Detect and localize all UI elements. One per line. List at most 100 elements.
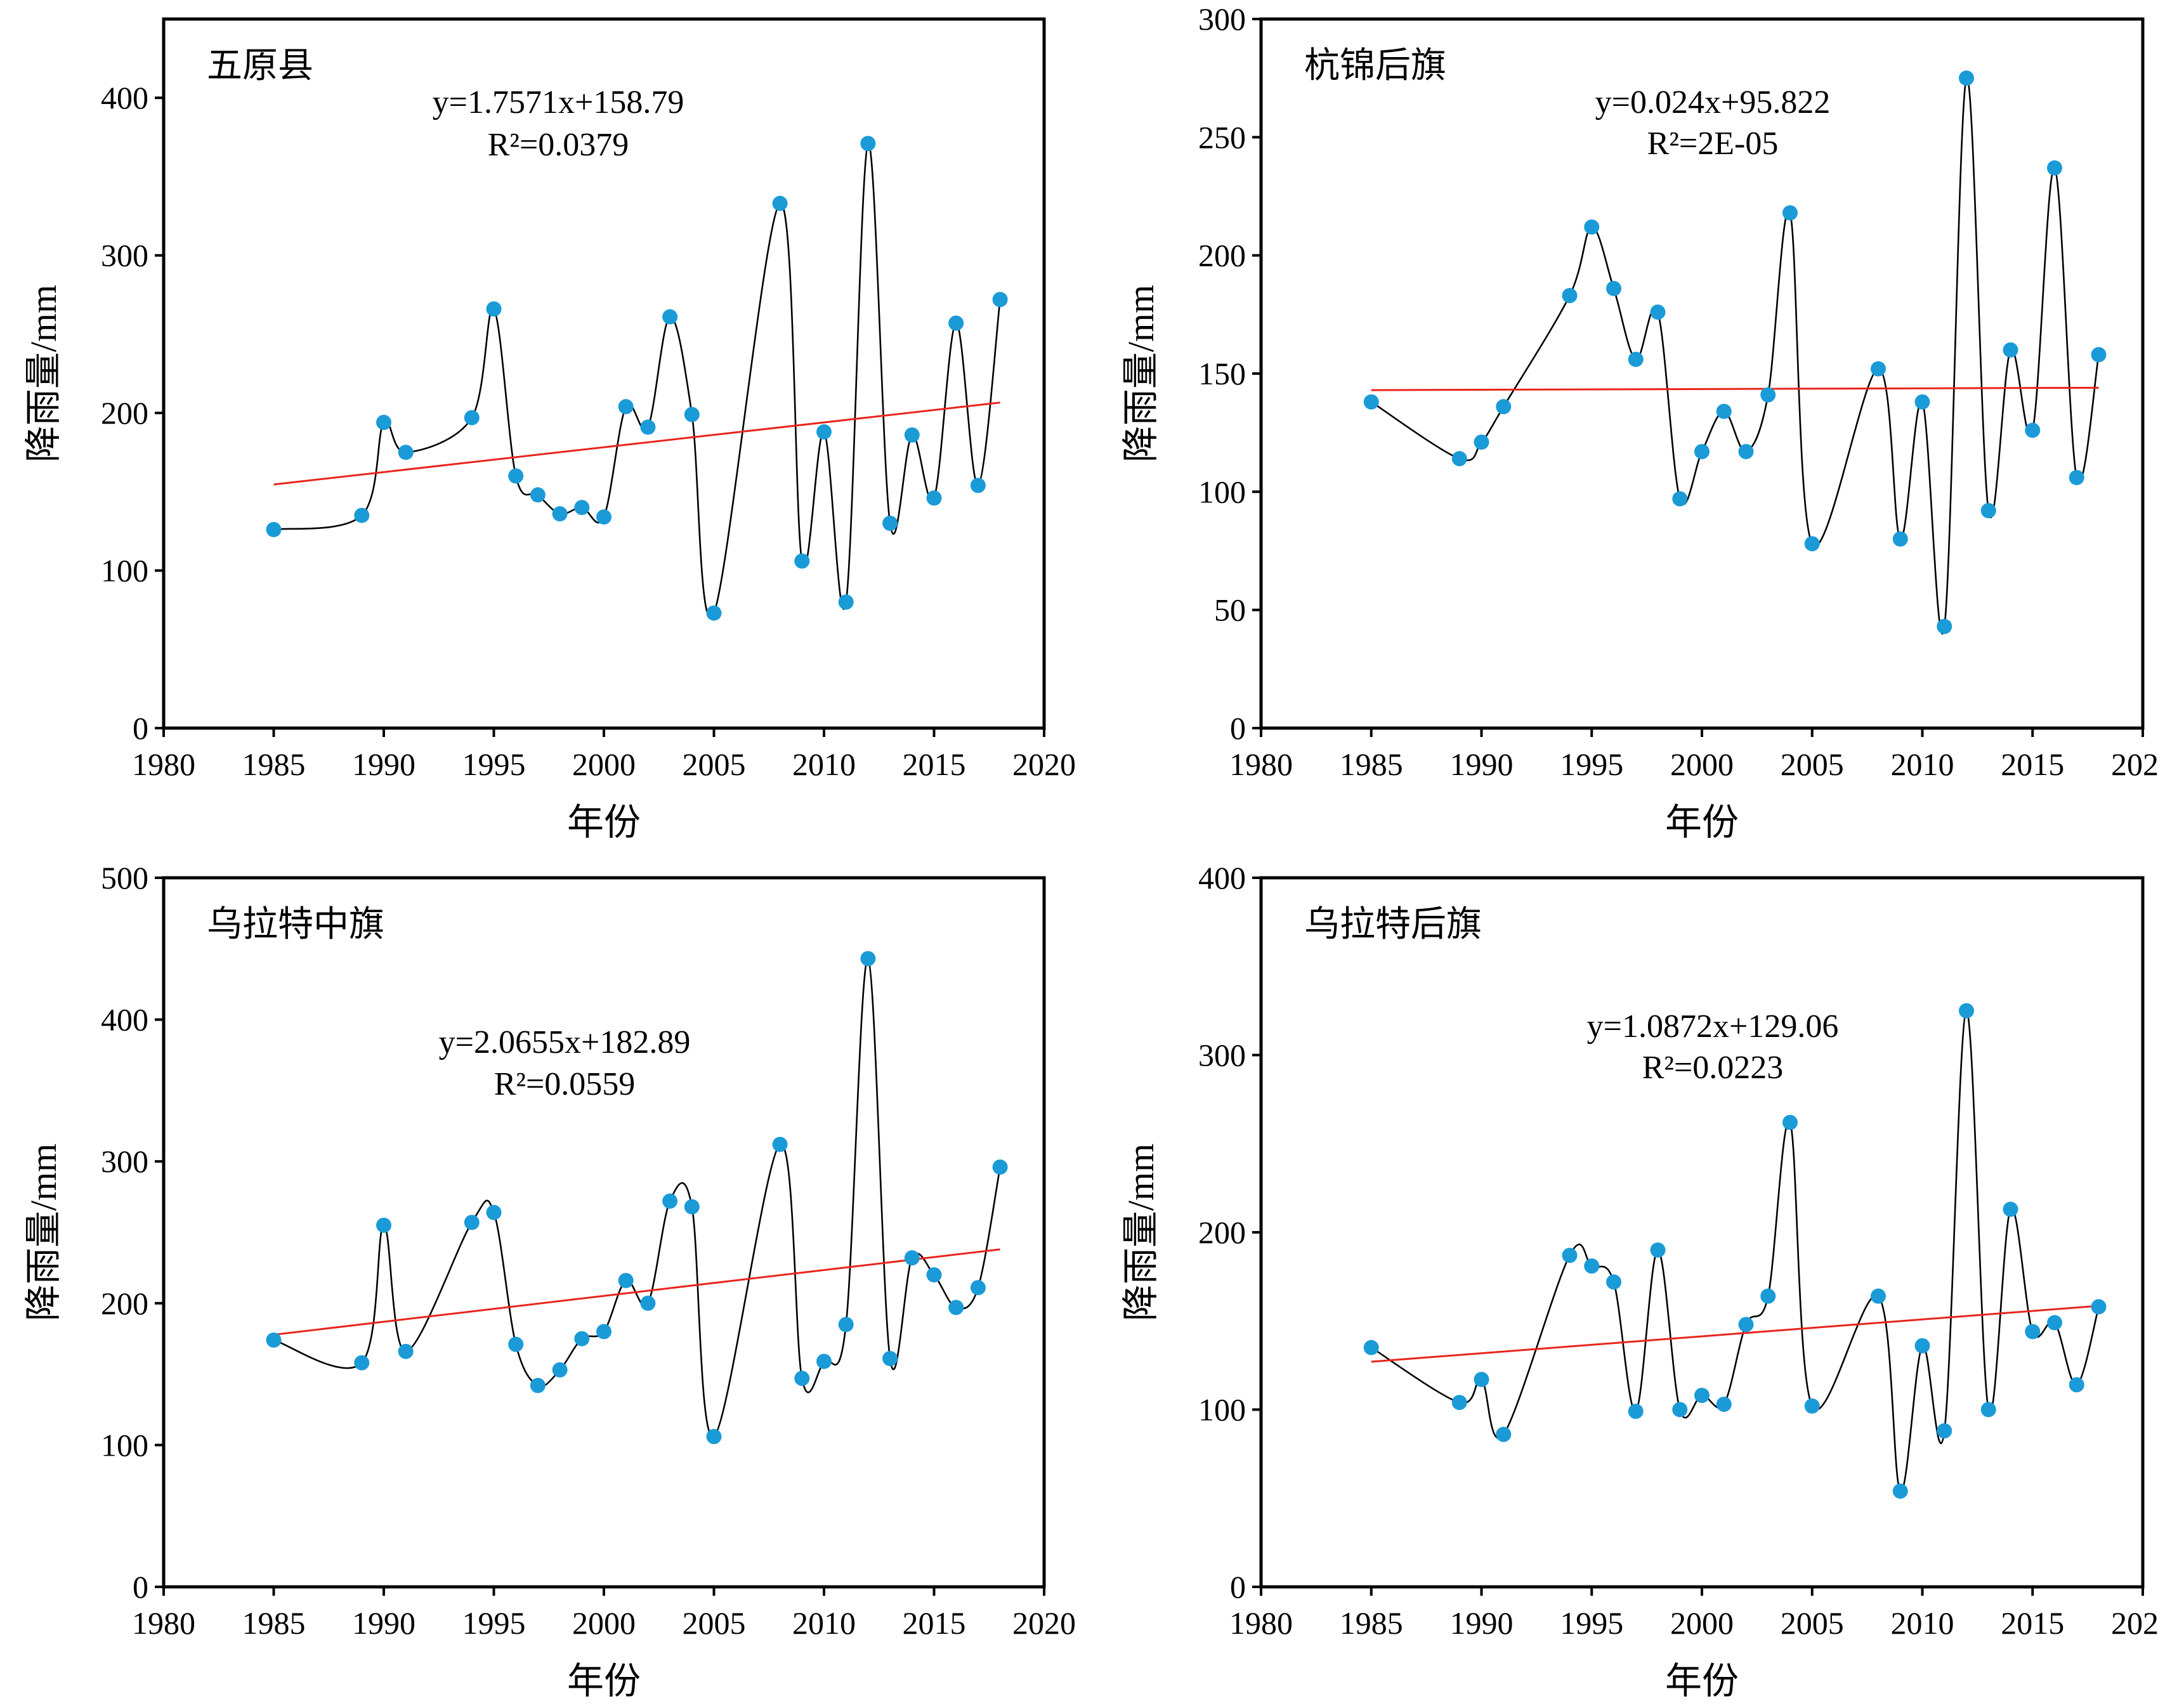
data-point xyxy=(706,1428,722,1444)
data-point xyxy=(596,509,611,525)
x-tick-label: 2005 xyxy=(683,1605,746,1641)
x-tick-label: 1980 xyxy=(132,746,195,782)
data-point xyxy=(1451,451,1467,467)
data-point xyxy=(1980,1402,1996,1418)
data-point xyxy=(1584,1258,1600,1274)
data-point xyxy=(1914,1338,1930,1353)
data-point xyxy=(1451,1395,1467,1411)
trend-line xyxy=(1371,386,2099,391)
x-tick-label: 2010 xyxy=(1891,746,1954,782)
x-tick-label: 1985 xyxy=(1340,746,1403,782)
data-point xyxy=(574,500,590,516)
y-axis-title: 降雨量/mm xyxy=(1120,1144,1161,1321)
y-tick-label: 400 xyxy=(101,1002,148,1038)
data-point xyxy=(464,410,480,426)
r-squared: R²=0.0223 xyxy=(1642,1050,1784,1086)
data-point xyxy=(838,1317,854,1333)
data-point xyxy=(596,1324,611,1340)
data-point xyxy=(1606,1274,1621,1290)
data-point xyxy=(266,1332,282,1348)
data-point xyxy=(970,478,986,493)
data-point xyxy=(948,315,964,331)
data-point xyxy=(1871,1288,1886,1304)
data-point xyxy=(1914,394,1930,410)
data-point xyxy=(1937,618,1952,634)
data-point xyxy=(530,1378,546,1393)
data-point xyxy=(2025,1324,2041,1340)
data-point xyxy=(904,1250,920,1266)
y-tick-label: 300 xyxy=(101,1144,148,1179)
data-point xyxy=(574,1331,590,1346)
y-tick-label: 300 xyxy=(1198,1038,1246,1073)
data-point xyxy=(1628,351,1644,367)
data-point xyxy=(860,951,876,967)
y-axis-title: 降雨量/mm xyxy=(1120,285,1161,462)
data-point xyxy=(376,1217,391,1233)
x-axis-title: 年份 xyxy=(1665,802,1739,843)
data-point xyxy=(508,468,524,484)
x-axis-title: 年份 xyxy=(567,1660,641,1702)
trend-equation: y=2.0655x+182.89 xyxy=(439,1024,691,1060)
data-point xyxy=(1871,361,1886,377)
smooth-curve xyxy=(273,142,1001,618)
data-point xyxy=(926,490,942,506)
data-point xyxy=(1760,387,1776,403)
data-point xyxy=(486,1204,502,1220)
data-point xyxy=(398,1343,414,1359)
y-tick-label: 100 xyxy=(1198,474,1246,509)
y-tick-label: 50 xyxy=(1214,592,1246,628)
r-squared: R²=2E-05 xyxy=(1647,126,1779,162)
data-point xyxy=(926,1267,942,1283)
trend-equation: y=1.7571x+158.79 xyxy=(433,84,684,121)
data-point xyxy=(640,1295,656,1311)
y-axis-title: 降雨量/mm xyxy=(23,285,64,462)
x-tick-label: 1985 xyxy=(242,1605,306,1641)
panel-title: 乌拉特中旗 xyxy=(207,905,384,944)
data-point xyxy=(1650,304,1666,320)
data-point xyxy=(1892,531,1908,547)
x-tick-label: 1990 xyxy=(352,1605,415,1641)
chart-panel-1: 1980 1985 1990 1995 2000 2005 2010 2015 2020 0 100… xyxy=(23,17,1076,843)
data-point xyxy=(882,516,898,531)
x-tick-label: 2005 xyxy=(1781,1605,1844,1641)
data-point xyxy=(684,1199,700,1215)
data-point xyxy=(1474,1371,1489,1387)
data-point xyxy=(1363,1340,1379,1355)
panel-title: 杭锦后旗 xyxy=(1304,46,1446,86)
y-tick-label: 200 xyxy=(1198,1215,1246,1250)
y-tick-label: 400 xyxy=(1198,860,1246,896)
r-squared: R²=0.0559 xyxy=(494,1066,636,1102)
x-tick-label: 2005 xyxy=(1781,746,1844,782)
data-point xyxy=(882,1351,898,1367)
data-point xyxy=(662,309,678,325)
data-point xyxy=(992,1159,1008,1175)
data-point xyxy=(486,301,502,317)
x-axis-title: 年份 xyxy=(1665,1660,1739,1702)
x-axis-title: 年份 xyxy=(567,802,641,843)
plot-frame xyxy=(1259,876,2145,1589)
data-point xyxy=(1782,1114,1798,1130)
data-point xyxy=(706,605,722,621)
trend-equation: y=1.0872x+129.06 xyxy=(1587,1008,1839,1045)
x-tick-label: 2020 xyxy=(2111,746,2158,782)
data-point xyxy=(838,594,854,610)
data-point xyxy=(508,1336,524,1352)
x-tick-label: 2000 xyxy=(572,1605,636,1641)
y-tick-label: 0 xyxy=(1230,1569,1246,1605)
data-point xyxy=(640,419,656,435)
data-point xyxy=(398,445,414,460)
data-point xyxy=(1496,399,1512,415)
y-tick-label: 200 xyxy=(101,1286,148,1321)
data-point xyxy=(1760,1288,1776,1304)
data-point xyxy=(2047,1315,2062,1331)
data-point xyxy=(1716,1397,1732,1412)
trend-line xyxy=(1371,1305,2099,1363)
data-point xyxy=(1628,1404,1644,1419)
x-tick-label: 2015 xyxy=(2001,1605,2064,1641)
x-tick-label: 1980 xyxy=(132,1605,195,1641)
data-point xyxy=(662,1193,678,1209)
x-tick-label: 1980 xyxy=(1229,746,1293,782)
data-point xyxy=(992,292,1008,308)
y-tick-label: 300 xyxy=(101,238,148,273)
